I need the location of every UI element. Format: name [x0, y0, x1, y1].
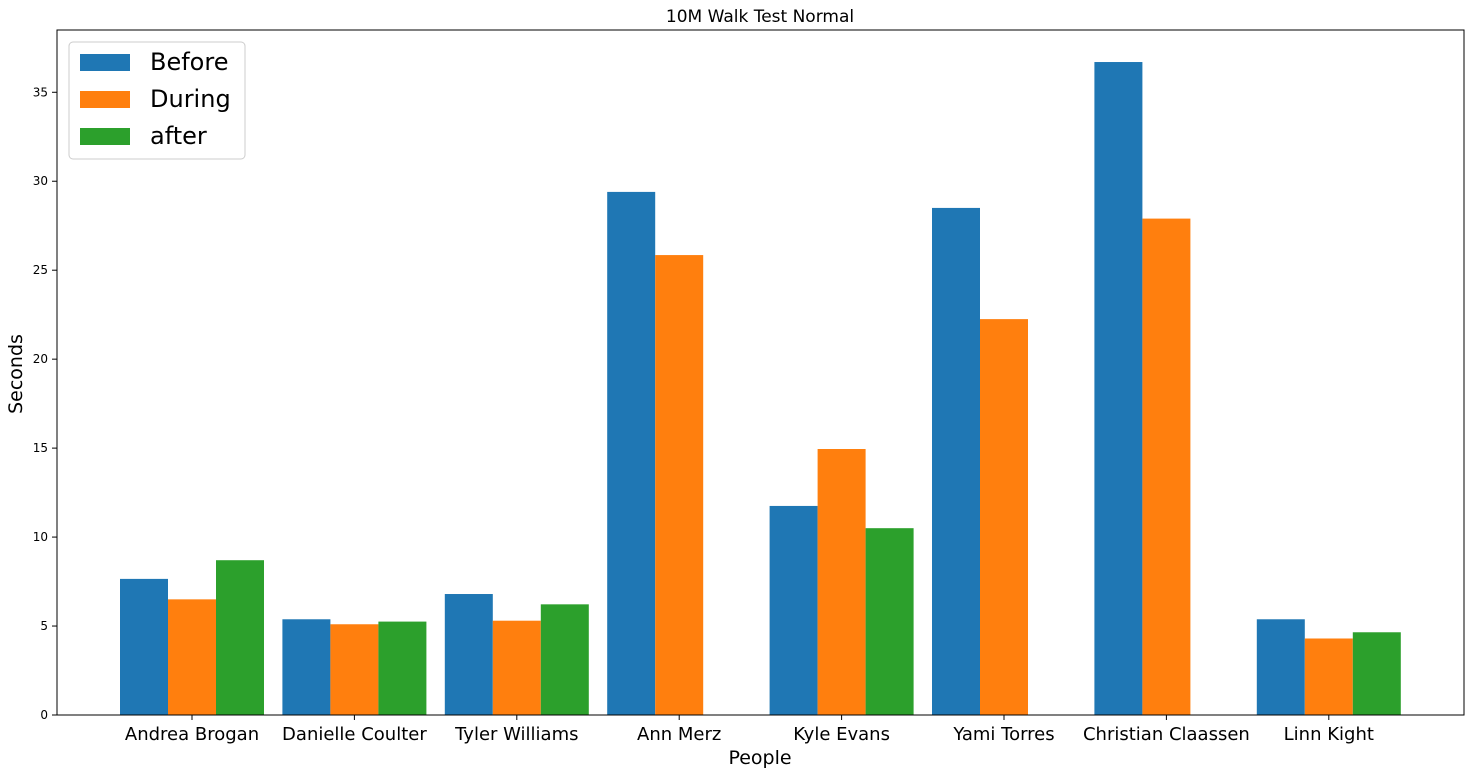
bar-after-0 — [216, 560, 264, 715]
legend: Before During after — [68, 41, 246, 160]
bar-after-4 — [865, 528, 914, 715]
legend-swatch-after — [80, 128, 130, 145]
bar-after-7 — [1352, 632, 1401, 715]
bar-before-7 — [1256, 619, 1305, 715]
x-tick-label: Andrea Brogan — [125, 724, 259, 745]
bar-after-2 — [540, 604, 589, 715]
bar-after-1 — [378, 621, 427, 715]
bar-before-2 — [444, 594, 493, 715]
y-tick-label: 10 — [33, 530, 48, 544]
bar-before-1 — [282, 619, 331, 715]
bar-during-1 — [330, 624, 379, 715]
y-tick-label: 35 — [33, 85, 48, 99]
bar-during-4 — [817, 449, 866, 715]
legend-swatch-before — [80, 54, 130, 71]
x-tick-label: Yami Torres — [952, 724, 1054, 745]
legend-label-after: after — [150, 122, 207, 150]
x-tick-label: Kyle Evans — [793, 724, 890, 745]
y-tick-label: 25 — [33, 263, 48, 277]
legend-label-during: During — [150, 85, 231, 113]
y-tick-label: 15 — [33, 441, 48, 455]
x-tick-label: Danielle Coulter — [282, 724, 427, 745]
x-tick-label: Christian Claassen — [1083, 724, 1250, 745]
x-tick-label: Tyler Williams — [454, 724, 578, 745]
y-axis-ticks: 0 5 10 15 20 25 30 35 — [33, 85, 57, 722]
bar-before-0 — [120, 578, 168, 715]
bar-during-2 — [492, 620, 541, 715]
bar-before-6 — [1094, 62, 1143, 715]
bar-during-5 — [980, 319, 1028, 715]
bar-before-5 — [932, 207, 980, 716]
chart-title: 10M Walk Test Normal — [666, 7, 854, 27]
y-tick-label: 0 — [40, 708, 48, 722]
x-axis-ticks: Andrea Brogan Danielle Coulter Tyler Willi… — [125, 715, 1374, 745]
y-tick-label: 20 — [33, 352, 48, 366]
legend-label-before: Before — [150, 48, 228, 76]
x-tick-label: Linn Kight — [1284, 724, 1374, 745]
y-axis-label: Seconds — [5, 334, 27, 414]
bars-group — [120, 62, 1401, 716]
bar-during-3 — [655, 255, 704, 716]
x-tick-label: Ann Merz — [637, 724, 721, 745]
legend-swatch-during — [80, 91, 130, 108]
plot-frame — [56, 29, 1465, 716]
bar-during-7 — [1304, 638, 1353, 715]
y-tick-label: 5 — [40, 619, 48, 633]
x-axis-label: People — [728, 747, 791, 769]
bar-during-0 — [168, 599, 216, 715]
bar-before-3 — [607, 191, 656, 716]
bar-during-6 — [1142, 218, 1191, 715]
bar-before-4 — [769, 505, 818, 715]
y-tick-label: 30 — [33, 174, 48, 188]
